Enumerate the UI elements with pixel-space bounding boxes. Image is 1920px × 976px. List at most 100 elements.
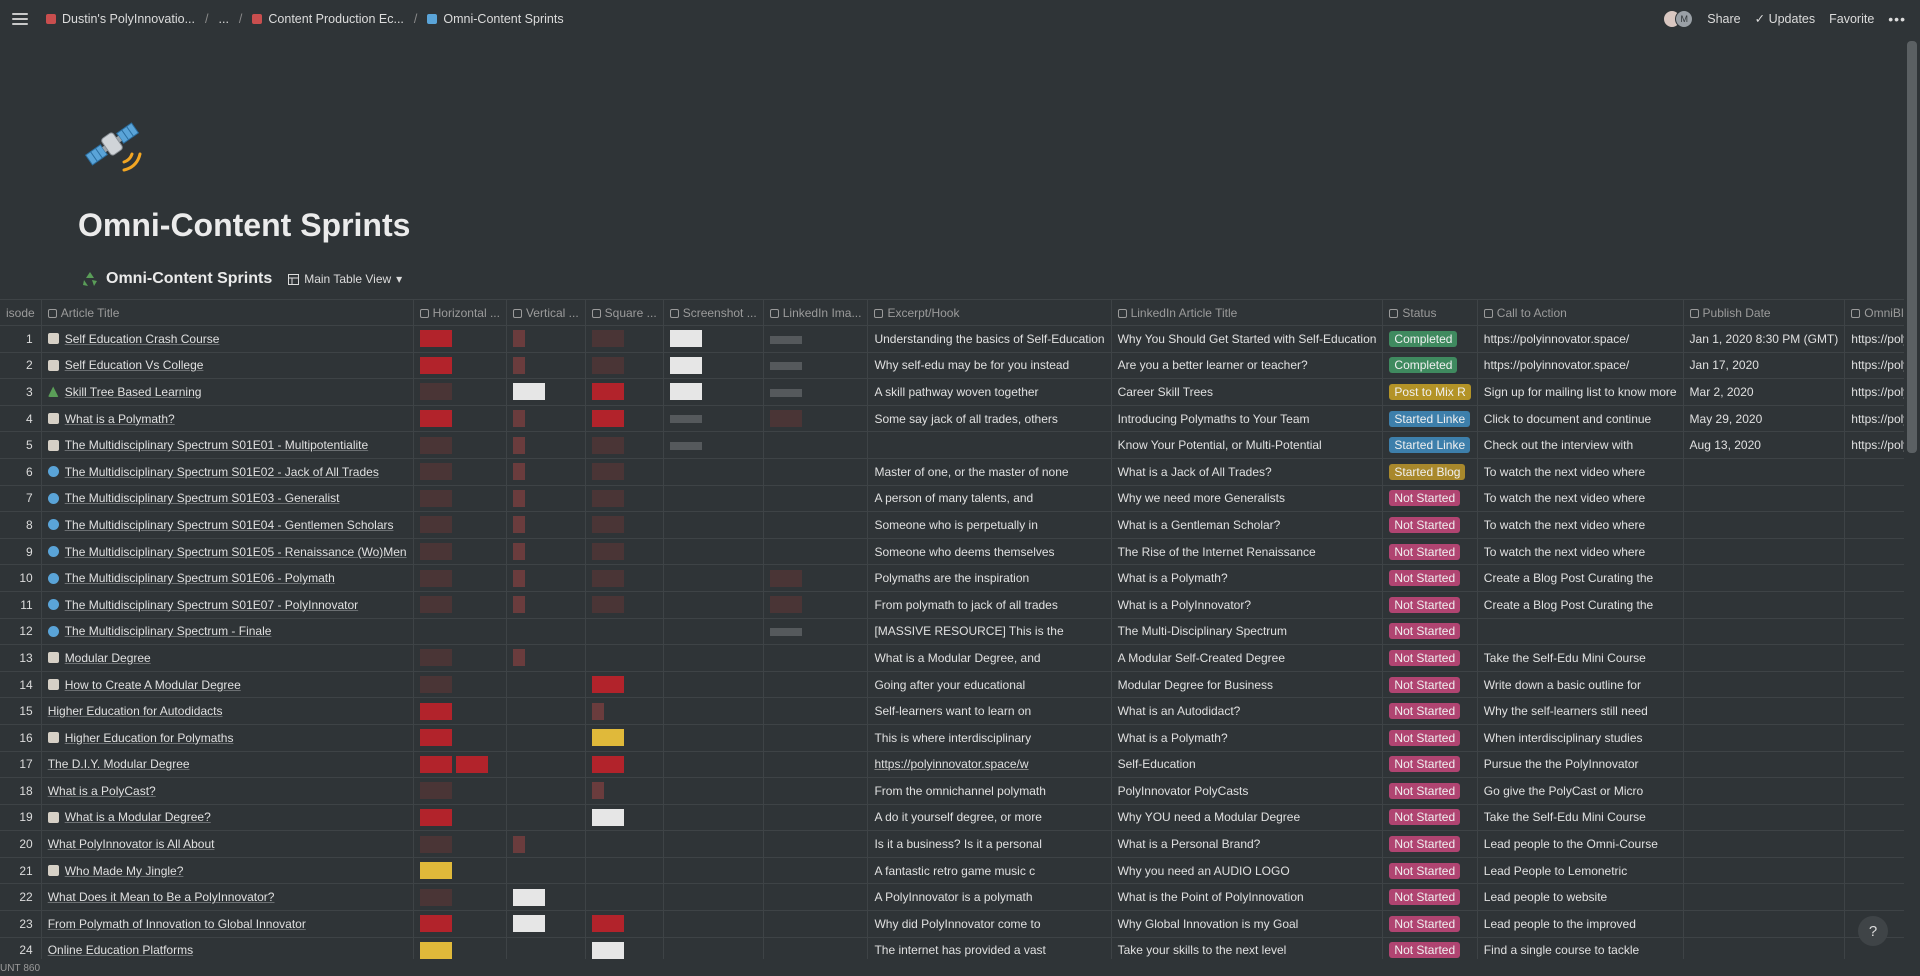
table-row[interactable]: 4 What is a Polymath? Some say jack of all…	[0, 405, 1904, 433]
horizontal-cell[interactable]	[413, 751, 507, 779]
excerpt-cell[interactable]: Someone who is perpetually in	[867, 511, 1112, 539]
vertical-cell[interactable]	[506, 458, 586, 486]
square-thumbnail[interactable]	[591, 410, 624, 428]
square-cell[interactable]	[585, 325, 664, 353]
status-cell[interactable]: Post to Mix R	[1382, 378, 1478, 406]
linkedin-title-cell[interactable]: What is a Polymath?	[1111, 564, 1384, 592]
linkedin-image-cell[interactable]	[763, 325, 869, 353]
omniblog-link-cell[interactable]: https://polyinnovator.space/	[1844, 325, 1904, 353]
status-cell[interactable]: Not Started	[1382, 511, 1478, 539]
article-title[interactable]: Self Education Crash Course	[64, 331, 220, 346]
omniblog-link-cell[interactable]	[1844, 724, 1904, 752]
call-to-action-cell[interactable]: Lead People to Lemonetric	[1477, 857, 1684, 885]
linkedin-title-cell[interactable]: What is a PolyInnovator?	[1111, 591, 1384, 619]
linkedin-image-thumbnail[interactable]	[769, 628, 802, 637]
horizontal-cell[interactable]	[413, 352, 507, 380]
linkedin-title-cell[interactable]: Self-Education	[1111, 751, 1384, 779]
omniblog-link-cell[interactable]	[1844, 751, 1904, 779]
call-to-action-cell[interactable]	[1477, 618, 1684, 646]
square-cell[interactable]	[585, 538, 664, 566]
article-title[interactable]: Who Made My Jingle?	[64, 863, 184, 878]
article-title[interactable]: Modular Degree	[64, 650, 151, 665]
screenshot-thumbnail[interactable]	[669, 442, 702, 450]
status-cell[interactable]: Not Started	[1382, 644, 1478, 672]
publish-date-cell[interactable]	[1683, 937, 1846, 959]
status-cell[interactable]: Not Started	[1382, 937, 1478, 959]
publish-date-cell[interactable]: Aug 13, 2020	[1683, 431, 1846, 459]
square-cell[interactable]	[585, 458, 664, 486]
linkedin-title-cell[interactable]: Modular Degree for Business	[1111, 671, 1384, 699]
episode-cell[interactable]: 19	[0, 804, 42, 832]
episode-cell[interactable]: 20	[0, 830, 42, 858]
linkedin-title-cell[interactable]: What is an Autodidact?	[1111, 697, 1384, 725]
horizontal-thumbnail[interactable]	[419, 356, 452, 374]
article-title[interactable]: The Multidisciplinary Spectrum - Finale	[64, 624, 272, 639]
title-cell[interactable]: The Multidisciplinary Spectrum S01E01 - …	[41, 431, 414, 459]
title-cell[interactable]: Higher Education for Polymaths	[41, 724, 414, 752]
title-cell[interactable]: The Multidisciplinary Spectrum S01E03 - …	[41, 485, 414, 513]
table-row[interactable]: 5 The Multidisciplinary Spectrum S01E01 -…	[0, 431, 1904, 459]
status-cell[interactable]: Not Started	[1382, 564, 1478, 592]
linkedin-image-cell[interactable]	[763, 352, 869, 380]
table-row[interactable]: 20 What PolyInnovator is All About Is it a…	[0, 830, 1904, 858]
episode-cell[interactable]: 5	[0, 431, 42, 459]
vertical-thumbnail[interactable]	[512, 835, 525, 853]
horizontal-thumbnail[interactable]	[419, 489, 452, 507]
excerpt-cell[interactable]: Polymaths are the inspiration	[867, 564, 1112, 592]
article-title[interactable]: Skill Tree Based Learning	[64, 384, 202, 399]
call-to-action-cell[interactable]: https://polyinnovator.space/	[1477, 325, 1684, 353]
article-title[interactable]: From Polymath of Innovation to Global In…	[47, 916, 306, 931]
call-to-action-cell[interactable]: https://polyinnovator.space/	[1477, 352, 1684, 380]
screenshot-thumbnail[interactable]	[669, 330, 702, 348]
status-cell[interactable]: Not Started	[1382, 883, 1478, 912]
vertical-thumbnail[interactable]	[512, 596, 525, 614]
table-row[interactable]: 9 The Multidisciplinary Spectrum S01E05 -…	[0, 538, 1904, 566]
linkedin-image-cell[interactable]	[763, 538, 869, 566]
screenshot-cell[interactable]	[663, 910, 764, 938]
publish-date-cell[interactable]	[1683, 857, 1846, 885]
episode-cell[interactable]: 8	[0, 511, 42, 539]
title-cell[interactable]: Who Made My Jingle?	[41, 857, 414, 885]
square-thumbnail[interactable]	[591, 702, 604, 720]
article-title[interactable]: What PolyInnovator is All About	[47, 837, 215, 852]
omniblog-link-cell[interactable]	[1844, 618, 1904, 646]
help-button[interactable]: ?	[1858, 916, 1888, 946]
article-title[interactable]: How to Create A Modular Degree	[64, 677, 241, 692]
linkedin-image-cell[interactable]	[763, 671, 869, 699]
square-cell[interactable]	[585, 511, 664, 539]
linkedin-title-cell[interactable]: Why Global Innovation is my Goal	[1111, 910, 1384, 938]
vertical-cell[interactable]	[506, 591, 586, 619]
episode-cell[interactable]: 3	[0, 378, 42, 406]
horizontal-cell[interactable]	[413, 591, 507, 619]
screenshot-cell[interactable]	[663, 591, 764, 619]
status-cell[interactable]: Not Started	[1382, 485, 1478, 513]
breadcrumb-item[interactable]: Omni-Content Sprints	[423, 12, 567, 26]
screenshot-cell[interactable]	[663, 671, 764, 699]
table-row[interactable]: 19 What is a Modular Degree? A do it yours…	[0, 804, 1904, 832]
vertical-thumbnail[interactable]	[512, 649, 525, 667]
square-cell[interactable]	[585, 378, 664, 406]
horizontal-thumbnail[interactable]	[419, 808, 452, 826]
article-title[interactable]: The Multidisciplinary Spectrum S01E07 - …	[64, 597, 359, 612]
column-header-publish[interactable]: Publish Date	[1683, 299, 1846, 326]
horizontal-cell[interactable]	[413, 910, 507, 938]
square-thumbnail[interactable]	[591, 755, 624, 773]
excerpt-cell[interactable]: Someone who deems themselves	[867, 538, 1112, 566]
call-to-action-cell[interactable]: To watch the next video where	[1477, 511, 1684, 539]
call-to-action-cell[interactable]: To watch the next video where	[1477, 538, 1684, 566]
excerpt-cell[interactable]: A fantastic retro game music c	[867, 857, 1112, 885]
status-cell[interactable]: Not Started	[1382, 697, 1478, 725]
omniblog-link-cell[interactable]	[1844, 511, 1904, 539]
breadcrumb-item[interactable]: Content Production Ec...	[248, 12, 408, 26]
article-title[interactable]: Self Education Vs College	[64, 358, 204, 373]
square-cell[interactable]	[585, 485, 664, 513]
horizontal-thumbnail[interactable]	[419, 463, 452, 481]
table-row[interactable]: 14 How to Create A Modular Degree Going af…	[0, 671, 1904, 699]
status-cell[interactable]: Started Blog	[1382, 458, 1478, 486]
linkedin-image-cell[interactable]	[763, 591, 869, 619]
linkedin-image-cell[interactable]	[763, 378, 869, 406]
call-to-action-cell[interactable]: Pursue the the PolyInnovator	[1477, 751, 1684, 779]
publish-date-cell[interactable]	[1683, 883, 1846, 912]
call-to-action-cell[interactable]: Check out the interview with	[1477, 431, 1684, 459]
linkedin-image-cell[interactable]	[763, 431, 869, 459]
